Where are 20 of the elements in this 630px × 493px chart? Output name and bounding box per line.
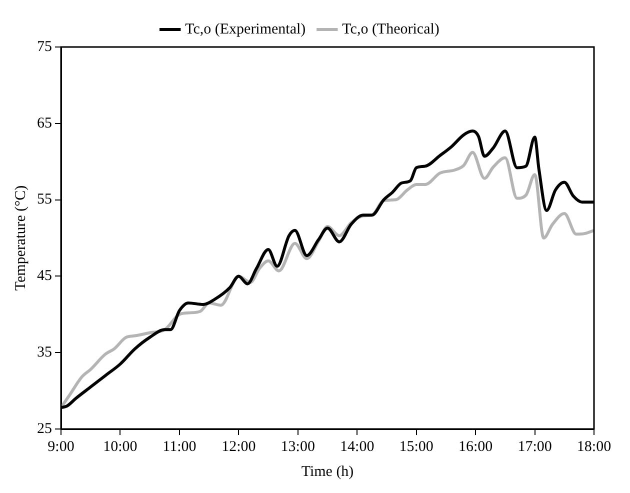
y-tick-label: 75 bbox=[37, 38, 52, 55]
x-tick-label: 13:00 bbox=[280, 438, 315, 455]
x-tick-label: 15:00 bbox=[399, 438, 434, 455]
x-tick-label: 16:00 bbox=[458, 438, 493, 455]
y-tick-label: 55 bbox=[37, 192, 52, 208]
x-tick-label: 11:00 bbox=[162, 438, 196, 455]
x-tick-label: 14:00 bbox=[340, 438, 374, 455]
y-axis-title: Temperature (°C) bbox=[12, 185, 29, 291]
y-tick-label: 65 bbox=[37, 115, 52, 132]
y-tick-label: 45 bbox=[37, 268, 52, 284]
x-tick-label: 17:00 bbox=[518, 438, 552, 455]
y-tick-label: 35 bbox=[37, 344, 52, 361]
x-axis-title: Time (h) bbox=[301, 464, 354, 480]
x-tick-label: 9:00 bbox=[48, 438, 74, 455]
x-tick-label: 12:00 bbox=[222, 438, 256, 455]
legend-label: Tc,o (Experimental) bbox=[185, 21, 306, 38]
y-tick-label: 25 bbox=[37, 420, 52, 437]
x-tick-label: 10:00 bbox=[103, 438, 138, 455]
legend-label: Tc,o (Theorical) bbox=[342, 21, 440, 38]
x-tick-label: 18:00 bbox=[576, 438, 612, 455]
